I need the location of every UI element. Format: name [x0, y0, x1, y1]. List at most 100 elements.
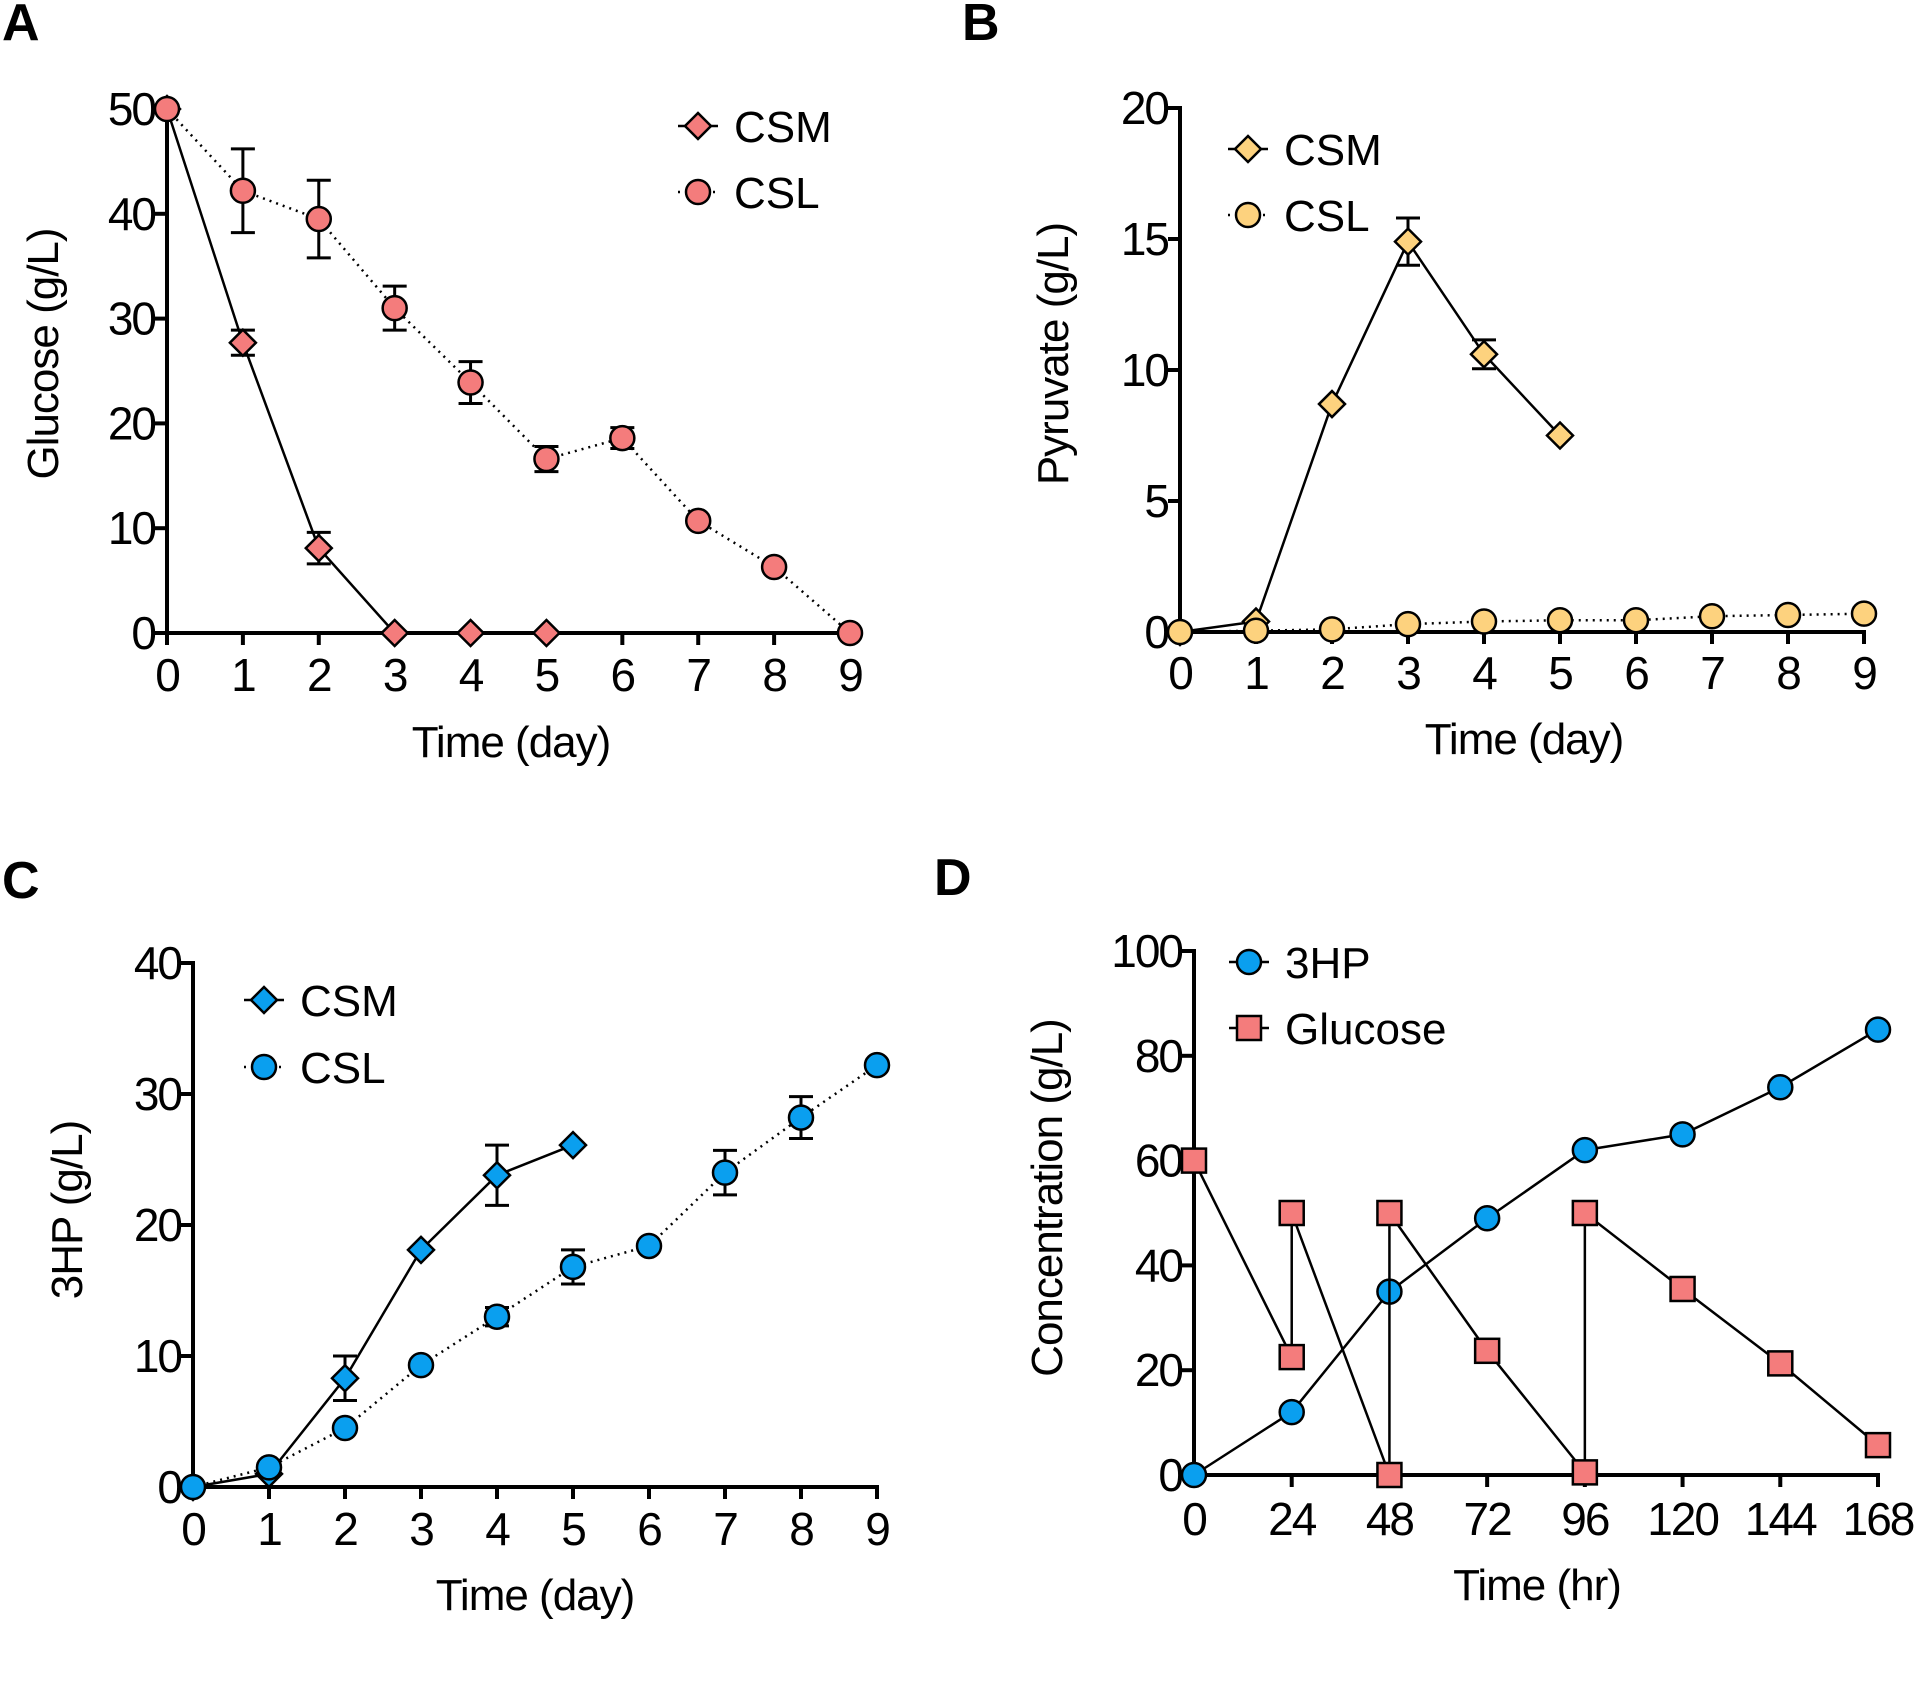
data-point	[1545, 420, 1575, 451]
legend-label: CSL	[1284, 192, 1370, 241]
series-csl	[179, 1051, 891, 1501]
y-tick-label: 40	[134, 937, 182, 989]
data-point	[255, 1454, 283, 1481]
y-tick-label: 0	[1144, 606, 1168, 658]
legend-marker	[249, 985, 279, 1015]
y-tick-label: 20	[1135, 1344, 1183, 1396]
series-csm	[1165, 216, 1575, 647]
data-point	[1469, 339, 1499, 370]
data-point	[229, 177, 257, 204]
legend-entry: CSL	[678, 169, 820, 218]
y-tick-label: 50	[108, 83, 156, 135]
data-point	[1180, 1461, 1208, 1489]
x-tick-label: 7	[713, 1503, 737, 1555]
data-point	[1470, 608, 1498, 635]
data-point	[609, 424, 636, 452]
x-tick-label: 6	[637, 1503, 661, 1555]
y-tick-label: 40	[108, 188, 156, 240]
y-tick-label: 15	[1121, 213, 1169, 265]
panel-label: A	[2, 0, 40, 52]
x-tick-label: 5	[535, 649, 559, 701]
data-point	[1180, 1147, 1208, 1174]
x-tick-label: 5	[1548, 647, 1572, 699]
data-point	[1393, 226, 1423, 257]
x-tick-label: 9	[838, 649, 862, 701]
series-line	[1179, 239, 1561, 634]
data-point	[1864, 1016, 1892, 1043]
y-axis-title: Pyruvate (g/L)	[1029, 223, 1078, 485]
y-tick-label: 20	[134, 1199, 182, 1251]
data-point	[1473, 1337, 1501, 1365]
y-tick-label: 0	[131, 607, 155, 659]
y-axis-title: Concentration (g/L)	[1023, 1019, 1072, 1377]
legend-label: CSM	[300, 977, 398, 1026]
x-axis-title: Time (hr)	[1453, 1561, 1621, 1610]
x-tick-label: 9	[865, 1503, 889, 1555]
x-tick-label: 9	[1852, 647, 1876, 699]
legend-entry: CSL	[1228, 192, 1370, 241]
data-point	[1767, 1073, 1794, 1101]
y-tick-label: 20	[108, 397, 156, 449]
x-tick-label: 1	[1244, 647, 1268, 699]
legend-marker	[1234, 201, 1262, 229]
data-point	[1622, 606, 1650, 634]
data-point	[1473, 1204, 1501, 1232]
series-3hp	[1180, 1016, 1892, 1489]
y-tick-label: 10	[108, 502, 156, 554]
x-tick-label: 7	[1700, 647, 1724, 699]
data-point	[1376, 1199, 1403, 1227]
data-point	[1278, 1343, 1305, 1371]
legend-label: CSL	[300, 1044, 386, 1093]
y-tick-label: 5	[1144, 475, 1168, 527]
legend-entry: CSM	[678, 103, 832, 152]
data-point	[1774, 601, 1802, 629]
series-line	[166, 108, 851, 634]
x-tick-label: 8	[789, 1503, 813, 1555]
series-line	[1193, 1028, 1879, 1477]
y-tick-label: 0	[1158, 1449, 1182, 1501]
data-point	[1698, 603, 1726, 630]
x-tick-label: 0	[181, 1503, 205, 1555]
data-point	[1571, 1136, 1599, 1164]
data-point	[1278, 1398, 1305, 1426]
legend-label: Glucose	[1285, 1005, 1446, 1054]
x-tick-label: 6	[1624, 647, 1648, 699]
series-csm	[152, 94, 562, 648]
y-tick-label: 30	[134, 1068, 182, 1120]
x-tick-label: 1	[257, 1503, 281, 1555]
y-tick-label: 60	[1135, 1135, 1183, 1187]
legend-label: CSL	[734, 169, 820, 218]
x-tick-label: 3	[1396, 647, 1420, 699]
data-point	[1318, 616, 1346, 643]
data-point	[482, 1160, 512, 1190]
y-tick-label: 30	[108, 293, 156, 345]
data-point	[531, 618, 562, 648]
data-point	[1376, 1461, 1403, 1489]
x-tick-label: 4	[485, 1503, 510, 1555]
y-axis-title: Glucose (g/L)	[19, 228, 68, 479]
data-point	[304, 533, 334, 563]
legend-marker	[1235, 1014, 1263, 1042]
x-tick-label: 168	[1843, 1493, 1914, 1545]
data-point	[305, 205, 333, 233]
x-tick-label: 0	[155, 649, 179, 701]
x-tick-label: 3	[383, 649, 407, 701]
legend-marker	[250, 1053, 278, 1081]
legend-entry: CSM	[244, 977, 398, 1026]
x-tick-label: 48	[1366, 1493, 1414, 1545]
legend-marker	[684, 178, 712, 206]
x-tick-label: 5	[561, 1503, 585, 1555]
series-glucose	[1180, 1147, 1892, 1489]
data-point	[787, 1104, 815, 1131]
data-point	[1767, 1350, 1794, 1377]
data-point	[1394, 610, 1422, 638]
x-tick-label: 8	[1776, 647, 1800, 699]
x-tick-label: 4	[1472, 647, 1497, 699]
series-line	[192, 1064, 878, 1489]
data-point	[331, 1414, 359, 1442]
x-tick-label: 120	[1647, 1493, 1718, 1545]
data-point	[406, 1235, 436, 1265]
